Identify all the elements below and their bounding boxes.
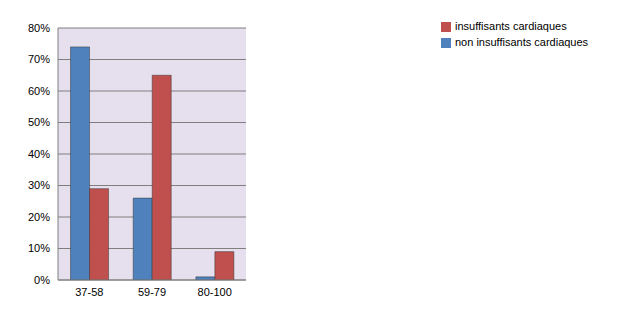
- svg-text:50%: 50%: [28, 116, 50, 128]
- svg-text:40%: 40%: [28, 148, 50, 160]
- svg-text:0%: 0%: [34, 274, 50, 286]
- svg-text:80%: 80%: [28, 22, 50, 34]
- svg-text:37-58: 37-58: [75, 286, 103, 298]
- svg-text:20%: 20%: [28, 211, 50, 223]
- svg-text:80-100: 80-100: [198, 286, 232, 298]
- html-text:non insuffisants cardiaques: non insuffisants cardiaques: [455, 36, 589, 48]
- svg-text:70%: 70%: [28, 53, 50, 65]
- svg-text:30%: 30%: [28, 179, 50, 191]
- html-text:insuffisants cardiaques: insuffisants cardiaques: [455, 20, 567, 32]
- svg-text:60%: 60%: [28, 85, 50, 97]
- svg-text:10%: 10%: [28, 242, 50, 254]
- svg-text:59-79: 59-79: [138, 286, 166, 298]
